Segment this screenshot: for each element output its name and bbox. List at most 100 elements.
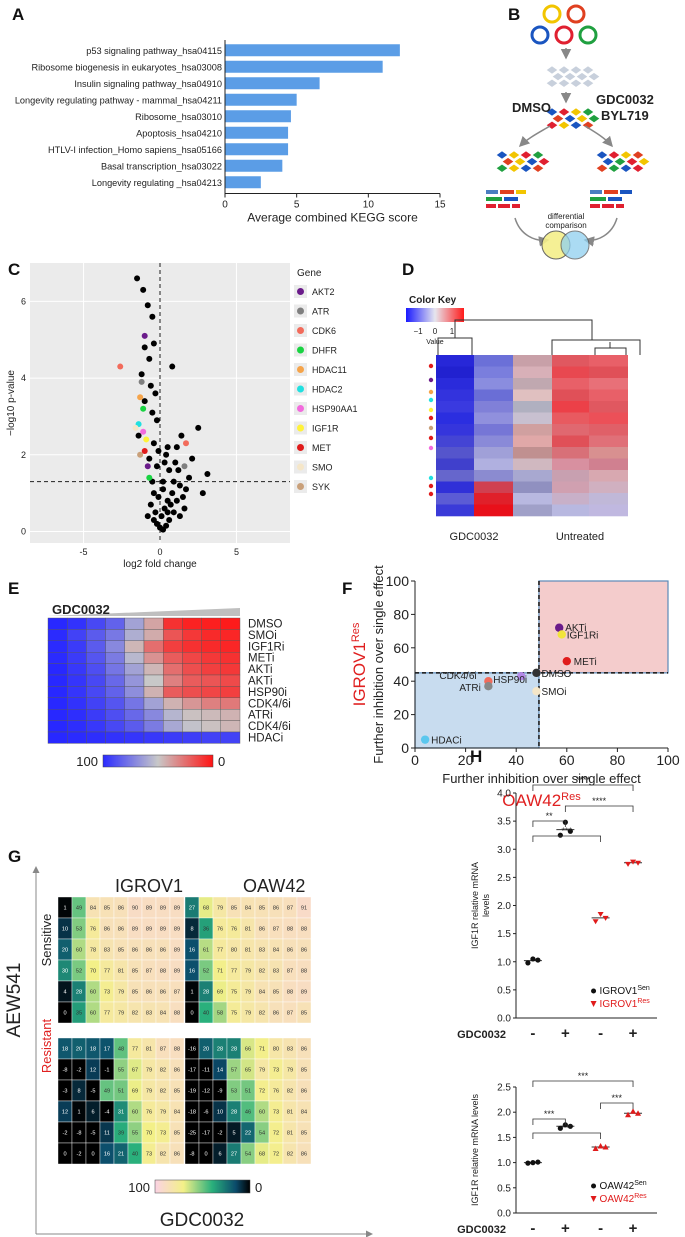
scale-e-left: 100 (76, 754, 98, 769)
grid-value: 60 (132, 1110, 138, 1116)
grid-value: 54 (245, 1152, 251, 1158)
heatmap-e-row-labels: DMSOSMOiIGF1RiMETiAKTiAKTiHSP90iCDK4/6iA… (248, 619, 291, 745)
grid-value: 82 (160, 1068, 166, 1074)
grid-value: 87 (273, 927, 279, 933)
point-marker (420, 735, 430, 744)
heatmap-cell (552, 389, 589, 402)
grid-value: 86 (118, 927, 124, 933)
heatmap-cell (474, 458, 513, 471)
heatmap-cell (552, 470, 589, 482)
grid-value: 27 (231, 1152, 237, 1158)
cell-culture-circles (530, 4, 598, 45)
heatmap-cell (513, 470, 552, 482)
replicate-point (530, 1160, 536, 1166)
legend-marker (297, 463, 304, 471)
diamond (563, 71, 577, 82)
data-point (166, 467, 173, 474)
heatmap-cell (105, 720, 125, 733)
grid-value: 85 (118, 948, 124, 954)
legend-marker (297, 483, 304, 490)
heatmap-cell (220, 663, 241, 676)
gene-marker (428, 435, 434, 441)
x-tick-label: 40 (508, 752, 524, 768)
data-point (150, 440, 157, 447)
heatmap-cell (436, 481, 474, 494)
read-bar (486, 190, 498, 194)
legend-label: IGROV1Res (600, 998, 651, 1010)
data-point (140, 286, 147, 293)
heatmap-cell (436, 458, 474, 471)
y-tick-label: 2.0 (497, 901, 511, 912)
heatmap-cell (589, 389, 628, 402)
point-label: CDK4/6i (439, 671, 476, 682)
heatmap-cell (86, 629, 106, 642)
read-bar (500, 190, 514, 194)
heatmap-cell (552, 504, 589, 517)
grid-value: 86 (259, 927, 265, 933)
point-label: AKTi (565, 623, 586, 634)
heatmap-cell (143, 652, 164, 664)
heatmap-cell (220, 674, 241, 687)
bar-label: Basal transcription_hsa03022 (101, 161, 222, 171)
data-point (186, 474, 193, 481)
significance-bracket (532, 820, 566, 827)
legend-label: HSP90AA1 (312, 404, 358, 414)
grid-value: -2 (77, 1152, 82, 1158)
grid-value: 61 (203, 948, 209, 954)
gene-point (137, 394, 144, 401)
replicate-point (592, 1145, 599, 1151)
heatmap-cell (220, 697, 241, 710)
label-differential: differential (548, 212, 585, 221)
heatmap-cell (513, 389, 552, 402)
grid-value: 88 (287, 990, 293, 996)
data-point (138, 371, 145, 378)
grid-value: 71 (259, 1047, 265, 1053)
legend-label: DHFR (312, 346, 337, 356)
grid-value: 55 (132, 1131, 138, 1137)
heatmap-cell (589, 355, 628, 367)
heatmap-cell (589, 470, 628, 482)
bar (225, 110, 291, 123)
heatmap-cell (552, 435, 589, 448)
data-point (160, 486, 167, 493)
grid-value: 85 (174, 1089, 180, 1095)
data-point (152, 509, 159, 516)
grid-value: 86 (301, 1089, 307, 1095)
grid-value: 73 (104, 990, 110, 996)
heatmap-cell (474, 481, 513, 494)
heatmap-cell (436, 355, 474, 367)
heatmap-cell (513, 435, 552, 448)
data-point (153, 463, 160, 470)
heatmap-cell (66, 652, 87, 664)
diamond (569, 120, 583, 130)
point-label: HSP90i (493, 675, 527, 686)
grid-value: 84 (273, 948, 279, 954)
y-tick-label: 1.5 (497, 1133, 511, 1144)
grid-value: 89 (174, 948, 180, 954)
heatmap-cell (589, 481, 628, 494)
panel-a-bar-chart: p53 signaling pathway_hsa04115 Ribosome b… (15, 40, 446, 225)
grid-value: 80 (273, 1047, 279, 1053)
gene-point (117, 363, 124, 370)
grid-value: -8 (190, 1152, 195, 1158)
grid-value: 85 (132, 990, 138, 996)
grid-value: 52 (76, 969, 82, 975)
data-point (166, 516, 173, 523)
legend-marker (297, 366, 304, 373)
grid-value: 73 (273, 1068, 279, 1074)
treatment-sign: - (530, 1025, 535, 1042)
grid-value: 88 (301, 969, 307, 975)
read-bar (590, 197, 606, 201)
gene-point (137, 451, 144, 458)
grid-value: 28 (76, 990, 82, 996)
x-axis-title: Average combined KEGG score (247, 211, 418, 225)
heatmap-cell (201, 640, 222, 653)
data-point (160, 478, 167, 485)
heatmap-cell (143, 663, 164, 676)
y-tick-label: 40 (393, 673, 409, 689)
replicate-point (597, 1142, 604, 1149)
heatmap-cell (86, 697, 106, 710)
point-label: HDACi (431, 736, 462, 747)
drug-samples-icon (595, 150, 651, 173)
